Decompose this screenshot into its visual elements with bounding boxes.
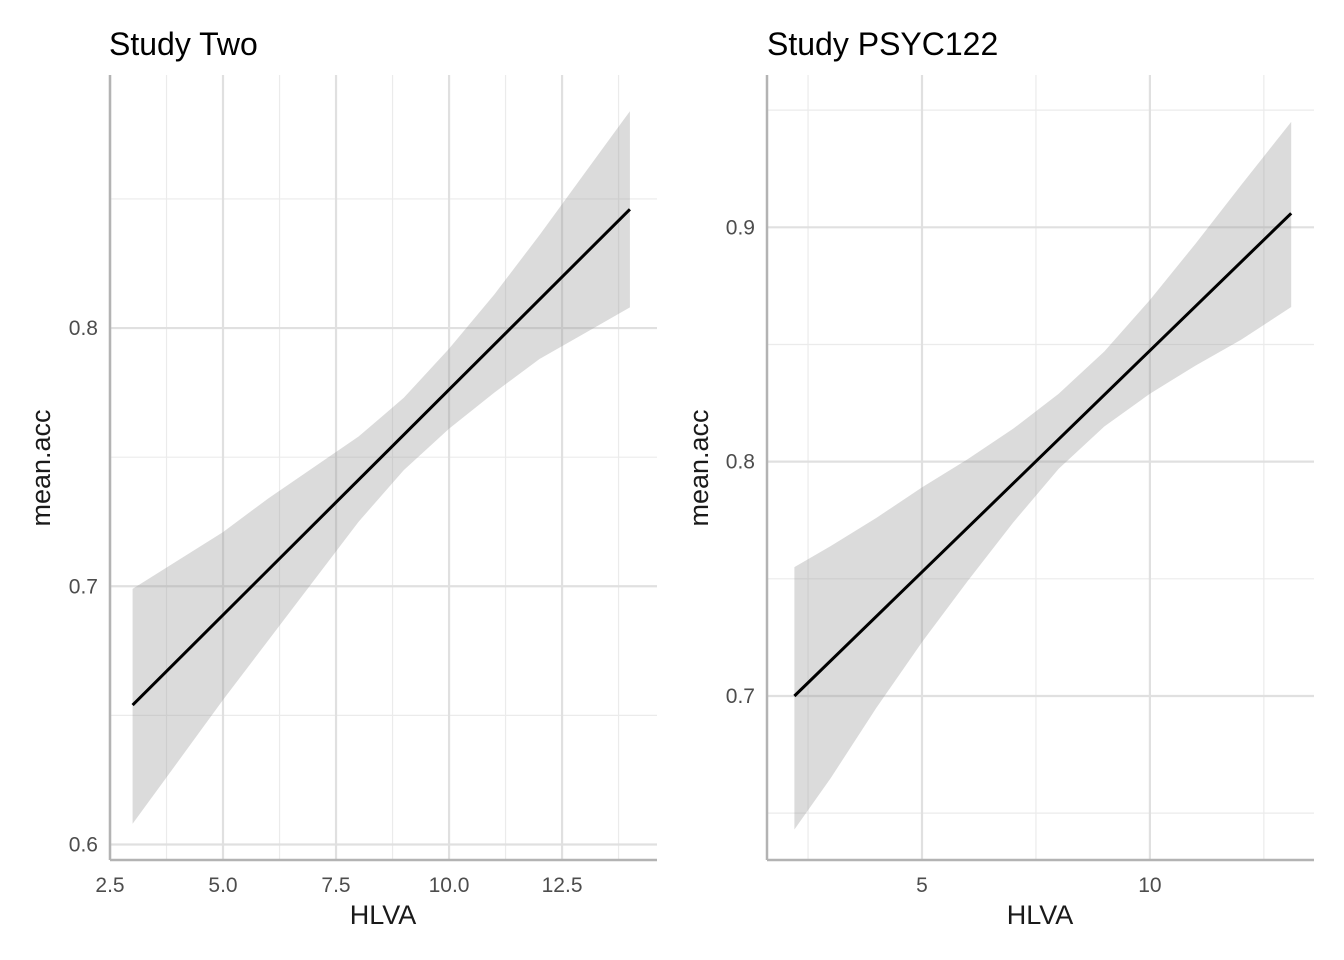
panel-title: Study PSYC122 xyxy=(767,26,998,62)
x-tick-label: 5 xyxy=(916,874,928,897)
x-axis-title: HLVA xyxy=(1007,900,1074,930)
confidence-band-layer xyxy=(794,121,1292,830)
y-tick-labels: 0.6 0.7 0.8 xyxy=(69,317,98,856)
regression-line xyxy=(793,212,1293,698)
y-tick-label: 0.8 xyxy=(69,317,98,340)
panel-study-psyc122: 5 10 0.7 0.8 0.9 Study PSYC122 HLVA mean.ac… xyxy=(684,26,1314,930)
confidence-band-layer xyxy=(132,111,630,824)
gridlines xyxy=(767,75,1314,860)
axis-lines xyxy=(765,75,1314,862)
y-axis-title: mean.acc xyxy=(26,409,56,526)
gridlines xyxy=(108,75,657,860)
y-tick-label: 0.6 xyxy=(69,834,98,857)
x-tick-labels: 2.5 5.0 7.5 10.0 12.5 xyxy=(95,874,582,897)
panel-study-two: 2.5 5.0 7.5 10.0 12.5 0.6 0.7 0.8 Study Two HL… xyxy=(26,26,657,930)
x-tick-label: 12.5 xyxy=(542,874,583,897)
x-tick-labels: 5 10 xyxy=(916,874,1161,897)
y-tick-label: 0.8 xyxy=(726,451,755,474)
x-tick-label: 10.0 xyxy=(429,874,470,897)
regression-line-layer xyxy=(793,212,1293,698)
axis-lines xyxy=(108,75,657,862)
regression-line-layer xyxy=(131,208,631,707)
x-tick-label: 7.5 xyxy=(321,874,350,897)
y-tick-labels: 0.7 0.8 0.9 xyxy=(726,216,755,708)
y-tick-label: 0.9 xyxy=(726,216,755,239)
y-tick-label: 0.7 xyxy=(69,575,98,598)
x-tick-label: 2.5 xyxy=(95,874,124,897)
x-tick-label: 5.0 xyxy=(208,874,237,897)
x-tick-label: 10 xyxy=(1138,874,1161,897)
y-tick-label: 0.7 xyxy=(726,685,755,708)
confidence-band xyxy=(132,111,630,824)
x-axis-title: HLVA xyxy=(350,900,417,930)
y-axis-title: mean.acc xyxy=(684,409,714,526)
regression-line xyxy=(131,208,631,707)
confidence-band xyxy=(794,121,1292,830)
panel-title: Study Two xyxy=(109,26,258,62)
